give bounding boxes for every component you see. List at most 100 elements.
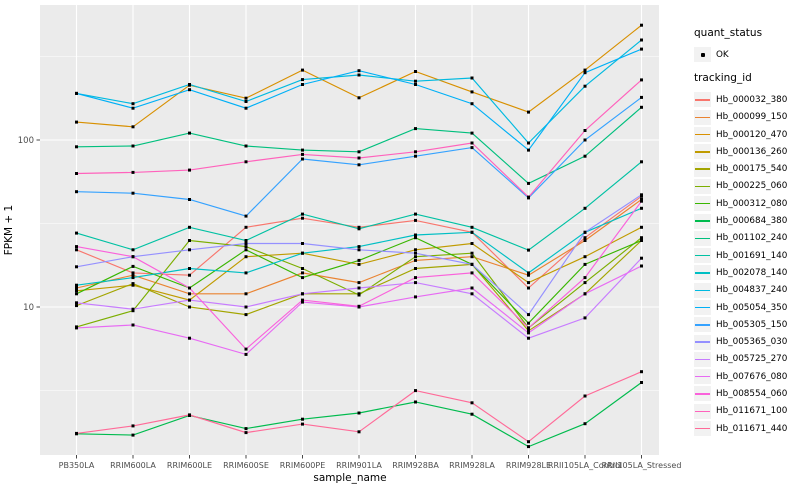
- data-point: [527, 195, 530, 199]
- legend-label: Hb_000684_380: [716, 216, 788, 227]
- data-point: [188, 273, 191, 277]
- data-point: [244, 427, 248, 431]
- data-point: [640, 78, 643, 82]
- data-point: [301, 251, 304, 255]
- legend-tracking-id-items: Hb_000032_380 Hb_000099_150 Hb_000120_470 H…: [694, 91, 800, 437]
- ok-point-icon: [694, 47, 711, 63]
- data-point: [640, 23, 643, 27]
- data-point: [301, 292, 304, 296]
- data-point: [640, 264, 643, 268]
- legend-label: Hb_011671_100: [716, 406, 788, 417]
- x-tick-label: RRIM600PE: [280, 461, 326, 470]
- data-point: [414, 248, 417, 252]
- legend-label: Hb_005305_150: [716, 319, 788, 330]
- series-color-swatch: [694, 300, 711, 315]
- data-point: [301, 83, 304, 86]
- data-point: [527, 321, 530, 325]
- data-point: [131, 323, 135, 327]
- data-point: [131, 424, 135, 428]
- data-point: [244, 225, 248, 229]
- data-point: [414, 150, 417, 154]
- line-swatch-icon: [695, 341, 710, 343]
- data-point: [470, 292, 474, 296]
- line-swatch-icon: [695, 427, 710, 430]
- data-point: [583, 68, 587, 72]
- data-point: [244, 106, 248, 110]
- data-point: [188, 225, 191, 229]
- data-point: [244, 292, 248, 296]
- data-point: [188, 286, 191, 290]
- data-point: [640, 47, 643, 51]
- line-swatch-icon: [695, 289, 710, 291]
- data-point: [470, 255, 474, 259]
- line-swatch-icon: [695, 306, 710, 309]
- series-color-swatch: [694, 386, 711, 402]
- data-point: [75, 190, 78, 194]
- data-point: [131, 307, 135, 311]
- data-point: [527, 326, 530, 330]
- series-color-swatch: [694, 421, 711, 437]
- legend-item: Hb_002078_140: [694, 264, 800, 281]
- data-point: [188, 413, 191, 417]
- legend-item: Hb_005305_150: [694, 316, 800, 333]
- data-point: [583, 394, 587, 398]
- data-point: [75, 145, 78, 149]
- data-point: [188, 298, 191, 302]
- legend-label: OK: [716, 49, 729, 60]
- data-point: [131, 102, 135, 106]
- data-point: [470, 131, 474, 135]
- data-point: [301, 271, 304, 275]
- series-color-swatch: [694, 230, 711, 246]
- legend-label: Hb_001102_240: [716, 233, 788, 244]
- data-point: [640, 95, 643, 99]
- data-point: [131, 264, 135, 268]
- data-point: [188, 305, 191, 309]
- data-point: [583, 154, 587, 158]
- legend-label: Hb_000136_260: [716, 146, 788, 157]
- legend-quant-status-items: OK: [694, 46, 800, 63]
- data-point: [470, 146, 474, 150]
- line-swatch-icon: [695, 358, 710, 361]
- data-point: [527, 110, 530, 114]
- data-point: [470, 251, 474, 255]
- data-point: [414, 154, 417, 158]
- data-point: [188, 239, 191, 242]
- data-point: [131, 271, 135, 275]
- x-tick-label: RRIM901LA: [336, 461, 382, 470]
- legend-label: Hb_005725_270: [716, 354, 788, 365]
- legend-label: Hb_002078_140: [716, 267, 788, 278]
- data-point: [75, 431, 78, 435]
- series-color-swatch: [694, 144, 711, 160]
- data-point: [301, 157, 304, 161]
- data-point: [583, 236, 587, 240]
- line-swatch-icon: [695, 410, 710, 412]
- data-point: [131, 273, 135, 277]
- y-tick-label: 100: [18, 136, 34, 146]
- legend-label: Hb_001691_140: [716, 250, 788, 261]
- series-color-swatch: [694, 178, 711, 194]
- data-point: [75, 248, 78, 252]
- data-point: [357, 262, 361, 266]
- data-point: [414, 212, 417, 216]
- data-point: [357, 245, 361, 249]
- legend-item-quant-status: OK: [694, 46, 800, 63]
- data-point: [414, 258, 417, 262]
- data-point: [357, 248, 361, 252]
- data-point: [131, 282, 135, 286]
- series-color-swatch: [694, 265, 711, 281]
- x-tick-label: RRIM600LE: [167, 461, 212, 470]
- legend-label: Hb_004837_240: [716, 285, 788, 296]
- legend-label: Hb_000120_470: [716, 129, 788, 140]
- data-point: [301, 216, 304, 220]
- data-point: [470, 242, 474, 245]
- data-point: [301, 422, 304, 426]
- data-point: [527, 281, 530, 285]
- legend-label: Hb_011671_440: [716, 423, 788, 434]
- data-point: [640, 370, 643, 374]
- line-swatch-icon: [695, 185, 710, 188]
- data-point: [357, 258, 361, 262]
- data-point: [357, 150, 361, 154]
- data-point: [244, 96, 248, 100]
- data-point: [131, 248, 135, 252]
- data-point: [640, 198, 643, 201]
